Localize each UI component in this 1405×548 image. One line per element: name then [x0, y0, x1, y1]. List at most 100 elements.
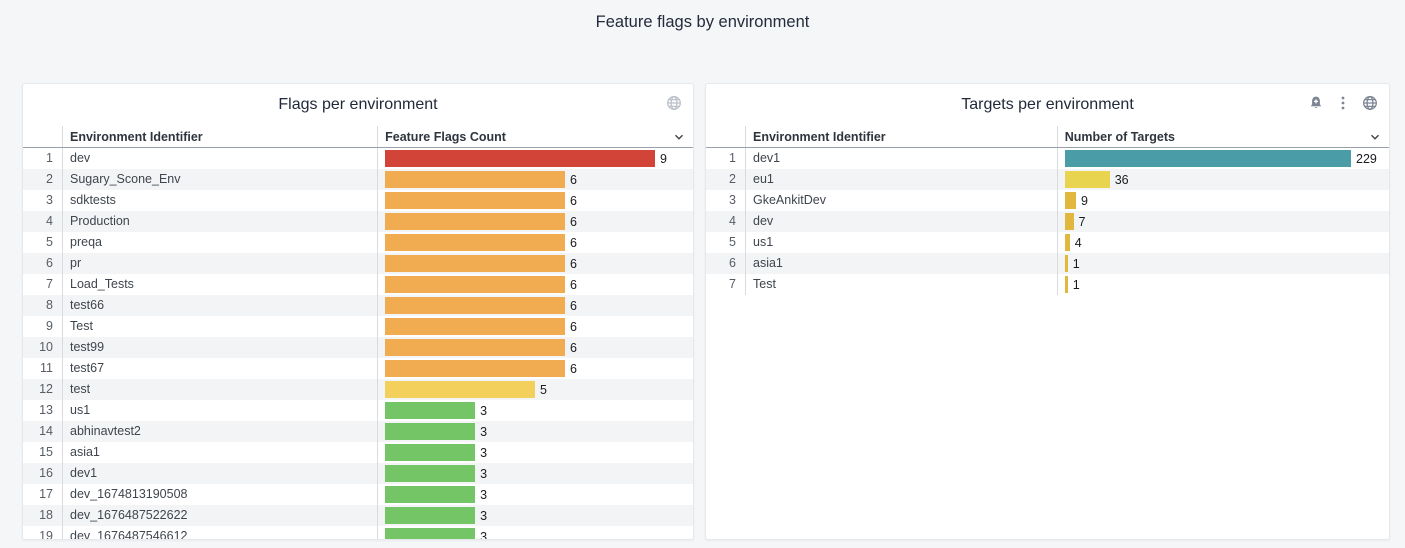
globe-icon[interactable] — [666, 95, 682, 111]
row-index: 1 — [23, 148, 63, 169]
value-label: 3 — [480, 508, 488, 523]
table-row: 13 us1 3 — [23, 400, 693, 421]
bar-cell: 3 — [378, 484, 693, 505]
column-header-count[interactable]: Number of Targets — [1064, 129, 1175, 144]
environment-name: test67 — [63, 358, 379, 379]
panel-title[interactable]: Flags per environment — [278, 96, 438, 113]
value-label: 9 — [660, 151, 667, 166]
table-row: 6 pr 6 — [23, 253, 693, 274]
environment-name: GkeAnkitDev — [746, 190, 1058, 211]
bar-cell: 229 — [1058, 148, 1389, 169]
row-index: 12 — [23, 379, 63, 400]
value-label: 6 — [570, 214, 577, 229]
value-bar — [1064, 276, 1068, 293]
value-label: 3 — [480, 529, 488, 540]
bar-cell: 4 — [1058, 232, 1389, 253]
value-bar — [385, 150, 655, 167]
column-header-count[interactable]: Feature Flags Count — [385, 129, 506, 144]
table-row: 15 asia1 3 — [23, 442, 693, 463]
environment-name: sdktests — [63, 190, 379, 211]
column-header-environment[interactable]: Environment Identifier — [746, 126, 1058, 147]
environment-name: dev — [746, 211, 1058, 232]
kebab-menu-icon[interactable] — [1335, 95, 1351, 111]
row-index: 7 — [23, 274, 63, 295]
environment-name: Load_Tests — [63, 274, 379, 295]
environment-name: test99 — [63, 337, 379, 358]
value-label: 229 — [1356, 151, 1377, 166]
bar-cell: 6 — [378, 358, 693, 379]
row-index: 1 — [706, 148, 746, 169]
panel-header: Flags per environment — [23, 84, 693, 126]
value-bar — [385, 423, 476, 440]
value-label: 6 — [570, 172, 577, 187]
column-header-environment[interactable]: Environment Identifier — [63, 126, 379, 147]
bar-cell: 6 — [378, 337, 693, 358]
row-index: 7 — [706, 274, 746, 295]
bell-plus-icon[interactable] — [1308, 95, 1324, 111]
table-row: 4 dev 7 — [706, 211, 1389, 232]
row-index: 9 — [23, 316, 63, 337]
table-row: 14 abhinavtest2 3 — [23, 421, 693, 442]
value-bar — [385, 381, 536, 398]
environment-name: Test — [63, 316, 379, 337]
value-label: 3 — [480, 445, 488, 460]
bar-cell: 9 — [1058, 190, 1389, 211]
table-row: 3 GkeAnkitDev 9 — [706, 190, 1389, 211]
environment-name: dev1 — [63, 463, 379, 484]
bar-cell: 6 — [378, 232, 693, 253]
environment-name: abhinavtest2 — [63, 421, 379, 442]
row-index: 6 — [23, 253, 63, 274]
bar-cell: 36 — [1058, 169, 1389, 190]
value-bar — [385, 402, 476, 419]
bar-cell: 6 — [378, 274, 693, 295]
value-label: 5 — [540, 382, 547, 397]
row-index: 2 — [23, 169, 63, 190]
value-label: 6 — [570, 256, 577, 271]
value-label: 6 — [570, 319, 577, 334]
table-row: 1 dev 9 — [23, 148, 693, 169]
value-bar — [1064, 171, 1110, 188]
value-label: 6 — [570, 298, 577, 313]
row-index: 11 — [23, 358, 63, 379]
bar-cell: 7 — [1058, 211, 1389, 232]
value-label: 7 — [1078, 214, 1086, 229]
globe-icon[interactable] — [1362, 95, 1378, 111]
table-row: 17 dev_1674813190508 3 — [23, 484, 693, 505]
environment-name: test66 — [63, 295, 379, 316]
table-row: 4 Production 6 — [23, 211, 693, 232]
value-label: 3 — [480, 487, 488, 502]
value-bar — [385, 360, 566, 377]
bar-cell: 3 — [378, 421, 693, 442]
environment-name: Sugary_Scone_Env — [63, 169, 379, 190]
bar-cell: 6 — [378, 316, 693, 337]
bar-cell: 5 — [378, 379, 693, 400]
value-bar — [1064, 150, 1351, 167]
table-row: 2 Sugary_Scone_Env 6 — [23, 169, 693, 190]
table-row: 3 sdktests 6 — [23, 190, 693, 211]
environment-name: test — [63, 379, 379, 400]
environment-name: dev — [63, 148, 379, 169]
environment-name: asia1 — [746, 253, 1058, 274]
chevron-down-icon[interactable] — [1368, 130, 1382, 144]
value-bar — [385, 444, 476, 461]
panel-title[interactable]: Targets per environment — [961, 96, 1134, 113]
bar-cell: 9 — [378, 148, 693, 169]
table-header: Environment Identifier Number of Targets — [706, 126, 1389, 148]
row-index: 8 — [23, 295, 63, 316]
bar-cell: 6 — [378, 295, 693, 316]
table-row: 5 us1 4 — [706, 232, 1389, 253]
environment-name: dev_1676487546612 — [63, 526, 379, 539]
value-bar — [385, 192, 566, 209]
environment-name: Production — [63, 211, 379, 232]
row-index: 5 — [706, 232, 746, 253]
environment-name: preqa — [63, 232, 379, 253]
value-label: 36 — [1114, 172, 1129, 187]
chevron-down-icon[interactable] — [672, 130, 686, 144]
environment-name: dev_1674813190508 — [63, 484, 379, 505]
row-index: 6 — [706, 253, 746, 274]
bar-cell: 3 — [378, 526, 693, 540]
table-row: 11 test67 6 — [23, 358, 693, 379]
bar-cell: 3 — [378, 400, 693, 421]
value-label: 6 — [570, 235, 577, 250]
value-label: 6 — [570, 193, 577, 208]
